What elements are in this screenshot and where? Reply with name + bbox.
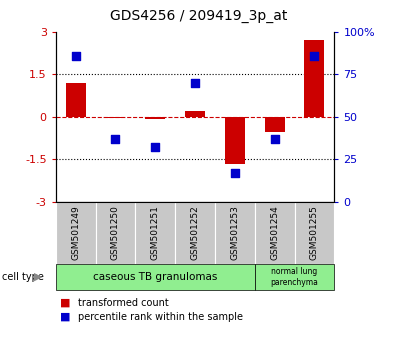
Text: GDS4256 / 209419_3p_at: GDS4256 / 209419_3p_at	[110, 9, 288, 23]
Bar	[185, 111, 205, 117]
Text: GSM501255: GSM501255	[310, 205, 319, 260]
Text: ■: ■	[60, 298, 70, 308]
Text: ▶: ▶	[33, 272, 42, 282]
Text: caseous TB granulomas: caseous TB granulomas	[93, 272, 217, 282]
Point	[192, 80, 198, 86]
Bar	[66, 83, 86, 117]
Bar	[225, 117, 245, 164]
Text: normal lung
parenchyma: normal lung parenchyma	[271, 267, 318, 287]
Text: cell type: cell type	[2, 272, 44, 282]
Text: GSM501249: GSM501249	[71, 205, 80, 260]
Point	[232, 170, 238, 176]
Point	[311, 53, 318, 58]
Text: transformed count: transformed count	[78, 298, 168, 308]
Text: GSM501251: GSM501251	[151, 205, 160, 260]
Bar	[105, 117, 125, 118]
Text: percentile rank within the sample: percentile rank within the sample	[78, 312, 243, 322]
Bar	[304, 40, 324, 117]
Text: GSM501250: GSM501250	[111, 205, 120, 260]
Point	[72, 53, 79, 58]
Text: GSM501252: GSM501252	[191, 205, 199, 260]
Point	[271, 136, 278, 142]
Bar	[265, 117, 285, 132]
Text: ■: ■	[60, 312, 70, 322]
Bar	[145, 117, 165, 119]
Point	[112, 136, 119, 142]
Text: GSM501253: GSM501253	[230, 205, 239, 260]
Point	[152, 144, 158, 150]
Text: GSM501254: GSM501254	[270, 205, 279, 260]
